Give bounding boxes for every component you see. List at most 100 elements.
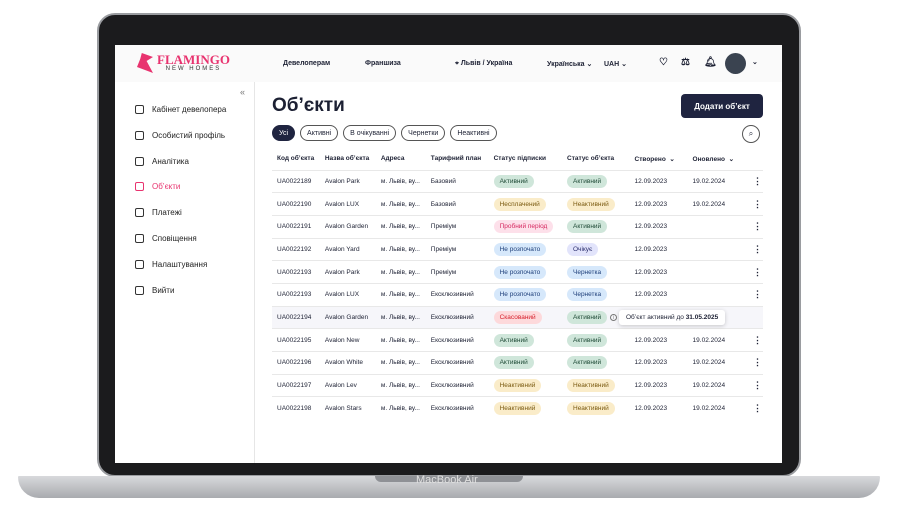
object-code: UA0022193 bbox=[272, 282, 320, 307]
object-status-badge: Активний bbox=[567, 220, 608, 234]
table-row[interactable]: UA0022197 Avalon Lev м. Львів, ву... Ексклю… bbox=[272, 373, 763, 397]
created-date: 12.09.2023 bbox=[629, 351, 688, 375]
table-row[interactable]: UA0022195 Avalon New м. Львів, ву... Ексклю… bbox=[272, 328, 763, 352]
pin-icon: ⌖ bbox=[455, 60, 461, 67]
tariff-plan: Ексклюзивний bbox=[425, 282, 489, 307]
updated-date bbox=[687, 237, 748, 261]
tariff-plan: Ексклюзивний bbox=[425, 373, 489, 397]
collapse-icon[interactable]: « bbox=[240, 87, 246, 97]
updated-date bbox=[687, 260, 748, 284]
table-row[interactable]: UA0022198 Avalon Stars м. Львів, ву... Екск… bbox=[272, 396, 763, 420]
created-date: 12.09.2023 bbox=[629, 396, 688, 420]
nav-franchise[interactable]: Франшиза bbox=[365, 60, 401, 67]
sidebar-item[interactable]: Об’єкти bbox=[135, 182, 180, 192]
column-header: Статус підписки bbox=[493, 155, 546, 163]
subscription-status-badge: Активний bbox=[493, 356, 534, 370]
subscription-status-badge: Неактивний bbox=[493, 379, 542, 393]
more-options-icon[interactable]: ⋮ bbox=[747, 351, 763, 375]
table-row[interactable]: UA0022196 Avalon White м. Львів, ву... Екск… bbox=[272, 351, 763, 375]
table-row[interactable]: UA0022190 Avalon LUX м. Львів, ву... Базови… bbox=[272, 192, 763, 216]
bell-icon[interactable]: 🔔︎ bbox=[704, 57, 717, 68]
object-status-badge: Чернетка bbox=[567, 265, 608, 279]
object-address: м. Львів, ву... bbox=[375, 214, 426, 239]
updated-date: 19.02.2024 bbox=[687, 169, 748, 193]
column-header[interactable]: Створено ⌄ bbox=[634, 155, 675, 163]
object-name: Avalon White bbox=[319, 351, 376, 375]
more-options-icon[interactable]: ⋮ bbox=[747, 169, 763, 193]
table-row[interactable]: UA0022193 Avalon LUX м. Львів, ву... Ексклю… bbox=[272, 282, 763, 307]
filter-chip[interactable]: В очікуванні bbox=[343, 125, 397, 141]
object-status-badge: Активний bbox=[567, 174, 608, 188]
sidebar-item[interactable]: Аналітика bbox=[135, 156, 189, 166]
object-address: м. Львів, ву... bbox=[375, 282, 426, 307]
object-address: м. Львів, ву... bbox=[375, 396, 426, 420]
subscription-status-badge: Пробний період bbox=[493, 220, 554, 234]
object-code: UA0022196 bbox=[272, 351, 320, 375]
sidebar-item[interactable]: Налаштування bbox=[135, 259, 207, 269]
nav-developers[interactable]: Девелоперам bbox=[283, 60, 331, 67]
compare-icon[interactable]: ⚖ bbox=[681, 57, 690, 68]
location-selector[interactable]: ⌖ Львів / Україна bbox=[455, 60, 513, 67]
more-options-icon[interactable]: ⋮ bbox=[747, 396, 763, 420]
object-address: м. Львів, ву... bbox=[375, 192, 426, 216]
object-address: м. Львів, ву... bbox=[375, 237, 426, 261]
subscription-status-badge: Активний bbox=[493, 174, 534, 188]
object-status-badge: Очікує bbox=[567, 242, 599, 256]
table-row[interactable]: UA0022192 Avalon Yard м. Львів, ву... Премі… bbox=[272, 237, 763, 261]
object-status-badge: Активний bbox=[567, 333, 608, 347]
search-icon[interactable]: ⌕ bbox=[742, 125, 760, 143]
filter-chips: Усі Активні В очікуванні Чернетки Неактивні bbox=[272, 125, 497, 141]
column-header: Адреса bbox=[380, 155, 405, 163]
column-header: Назва об’єкта bbox=[324, 155, 370, 163]
more-options-icon[interactable]: ⋮ bbox=[747, 192, 763, 216]
object-address: м. Львів, ву... bbox=[375, 260, 426, 284]
card-icon bbox=[135, 208, 144, 218]
tariff-plan: Ексклюзивний bbox=[425, 351, 489, 375]
more-options-icon[interactable]: ⋮ bbox=[747, 328, 763, 352]
table-row[interactable]: UA0022191 Avalon Garden м. Львів, ву... Пре… bbox=[272, 214, 763, 239]
sidebar-item[interactable]: Сповіщення bbox=[135, 234, 197, 243]
filter-chip[interactable]: Усі bbox=[272, 125, 296, 141]
add-object-button[interactable]: Додати об’єкт bbox=[681, 94, 763, 118]
info-icon[interactable]: i bbox=[610, 313, 618, 321]
object-address: м. Львів, ву... bbox=[375, 351, 426, 375]
table-row[interactable]: UA0022193 Avalon Park м. Львів, ву... Премі… bbox=[272, 260, 763, 284]
filter-chip[interactable]: Неактивні bbox=[450, 125, 497, 141]
chevron-down-icon[interactable]: ⌄ bbox=[752, 59, 758, 66]
object-code: UA0022190 bbox=[272, 192, 320, 216]
updated-date bbox=[687, 282, 748, 307]
sidebar-item[interactable]: Вийти bbox=[135, 285, 174, 295]
more-options-icon[interactable]: ⋮ bbox=[747, 260, 763, 284]
laptop-base bbox=[18, 476, 880, 498]
filter-chip[interactable]: Активні bbox=[300, 125, 339, 141]
updated-date: 19.02.2024 bbox=[687, 396, 748, 420]
currency-selector[interactable]: UAH ⌄ bbox=[604, 61, 627, 68]
column-header[interactable]: Оновлено ⌄ bbox=[692, 155, 735, 163]
object-status-badge: Активний bbox=[567, 310, 608, 324]
more-options-icon[interactable]: ⋮ bbox=[747, 282, 763, 307]
object-status-badge: Неактивний bbox=[567, 197, 615, 211]
logo[interactable]: FLAMINGO NEW HOMES bbox=[137, 53, 230, 73]
more-options-icon[interactable]: ⋮ bbox=[747, 214, 763, 239]
object-code: UA0022197 bbox=[272, 373, 320, 397]
more-options-icon[interactable]: ⋮ bbox=[747, 373, 763, 397]
home-icon bbox=[135, 105, 144, 114]
avatar[interactable] bbox=[725, 53, 746, 74]
object-status-badge: Активний bbox=[567, 356, 608, 370]
table-row[interactable]: UA0022189 Avalon Park м. Львів, ву... Базов… bbox=[272, 169, 763, 193]
heart-icon[interactable]: ♡ bbox=[659, 57, 668, 68]
language-selector[interactable]: Українська ⌄ bbox=[547, 61, 593, 68]
tariff-plan: Преміум bbox=[425, 214, 489, 239]
created-date: 12.09.2023 bbox=[629, 214, 688, 239]
building-icon bbox=[135, 182, 144, 192]
filter-chip[interactable]: Чернетки bbox=[401, 125, 446, 141]
object-name: Avalon New bbox=[319, 328, 376, 352]
sidebar-item[interactable]: Платежі bbox=[135, 208, 182, 218]
created-date: 12.09.2023 bbox=[629, 282, 688, 307]
more-options-icon[interactable]: ⋮ bbox=[747, 237, 763, 261]
sidebar-item[interactable]: Особистий профіль bbox=[135, 130, 225, 140]
subscription-status-badge: Не розпочато bbox=[493, 265, 547, 279]
table-row[interactable]: UA0022194 Avalon Garden м. Львів, ву... Екс… bbox=[272, 305, 763, 329]
object-address: м. Львів, ву... bbox=[375, 169, 426, 193]
sidebar-item[interactable]: Кабінет девелопера bbox=[135, 105, 226, 114]
